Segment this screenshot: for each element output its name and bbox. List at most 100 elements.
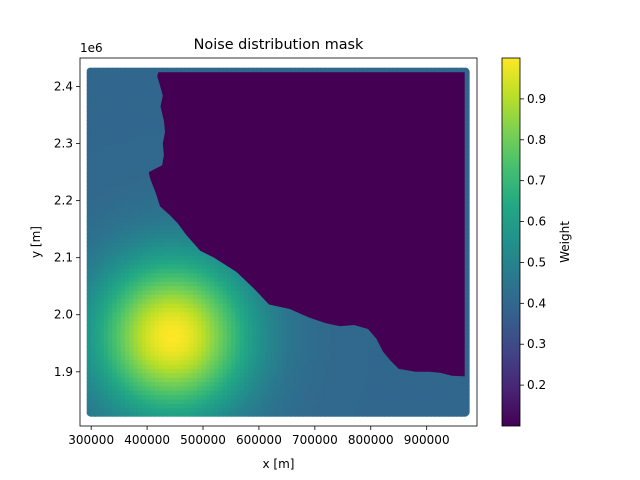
heatmap-cell: [146, 250, 152, 256]
heatmap-cell: [235, 390, 241, 396]
heatmap-cell: [137, 268, 143, 274]
heatmap-cell: [112, 316, 118, 322]
heatmap-cell: [86, 350, 92, 356]
heatmap-cell: [137, 311, 143, 317]
heatmap-cell: [388, 394, 394, 400]
heatmap-cell: [401, 407, 407, 413]
heatmap-cell: [201, 294, 207, 300]
heatmap-cell: [333, 342, 339, 348]
heatmap-cell: [171, 342, 177, 348]
heatmap-cell: [167, 307, 173, 313]
heatmap-cell: [163, 311, 169, 317]
heatmap-cell: [243, 381, 249, 387]
heatmap-cell: [90, 320, 96, 326]
heatmap-cell: [180, 316, 186, 322]
heatmap-cell: [260, 350, 266, 356]
heatmap-cell: [205, 281, 211, 287]
heatmap-cell: [107, 198, 113, 204]
heatmap-cell: [107, 215, 113, 221]
heatmap-cell: [188, 272, 194, 278]
heatmap-cell: [99, 194, 105, 200]
heatmap-cell: [197, 342, 203, 348]
heatmap-cell: [337, 324, 343, 330]
heatmap-cell: [90, 337, 96, 343]
heatmap-cell: [222, 359, 228, 365]
heatmap-cell: [103, 276, 109, 282]
heatmap-cell: [184, 390, 190, 396]
heatmap-cell: [86, 307, 92, 313]
heatmap-cell: [116, 263, 122, 269]
heatmap-cell: [86, 403, 92, 409]
heatmap-cell: [129, 281, 135, 287]
heatmap-cell: [354, 381, 360, 387]
heatmap-cell: [167, 281, 173, 287]
heatmap-cell: [112, 372, 118, 378]
heatmap-cell: [120, 398, 126, 404]
heatmap-cell: [188, 268, 194, 274]
heatmap-cell: [265, 329, 271, 335]
heatmap-cell: [452, 403, 458, 409]
heatmap-cell: [294, 350, 300, 356]
heatmap-cell: [124, 237, 130, 243]
heatmap-cell: [362, 372, 368, 378]
heatmap-cell: [201, 307, 207, 313]
heatmap-cell: [86, 359, 92, 365]
heatmap-cell: [146, 215, 152, 221]
heatmap-cell: [337, 355, 343, 361]
heatmap-cell: [154, 307, 160, 313]
heatmap-cell: [235, 403, 241, 409]
heatmap-cell: [129, 355, 135, 361]
heatmap-cell: [184, 285, 190, 291]
heatmap-cell: [239, 333, 245, 339]
heatmap-cell: [163, 381, 169, 387]
heatmap-cell: [107, 337, 113, 343]
heatmap-cell: [150, 342, 156, 348]
heatmap-cell: [320, 364, 326, 369]
heatmap-cell: [354, 390, 360, 396]
heatmap-cell: [299, 324, 305, 330]
heatmap-cell: [350, 342, 356, 348]
heatmap-cell: [129, 276, 135, 282]
heatmap-cell: [133, 233, 139, 239]
heatmap-cell: [167, 272, 173, 278]
heatmap-cell: [120, 228, 126, 234]
heatmap-cell: [146, 185, 152, 191]
heatmap-cell: [226, 359, 232, 365]
heatmap-cell: [137, 194, 143, 200]
heatmap-cell: [137, 333, 143, 339]
heatmap-cell: [273, 411, 279, 417]
heatmap-cell: [129, 316, 135, 322]
heatmap-cell: [163, 215, 169, 221]
heatmap-cell: [107, 342, 113, 348]
heatmap-cell: [184, 255, 190, 261]
heatmap-cell: [188, 259, 194, 265]
heatmap-cell: [141, 303, 147, 308]
heatmap-cell: [273, 350, 279, 356]
heatmap-cell: [384, 394, 390, 400]
heatmap-cell: [167, 298, 173, 304]
heatmap-cell: [188, 350, 194, 356]
heatmap-cell: [86, 215, 92, 221]
heatmap-cell: [112, 176, 118, 182]
heatmap-cell: [222, 316, 228, 322]
heatmap-cell: [256, 364, 262, 369]
heatmap-cell: [379, 359, 385, 365]
heatmap-cell: [116, 316, 122, 322]
heatmap-cell: [141, 307, 147, 313]
heatmap-cell: [141, 381, 147, 387]
heatmap-cell: [137, 368, 143, 374]
heatmap-cell: [222, 324, 228, 330]
heatmap-cell: [222, 285, 228, 291]
heatmap-cell: [273, 385, 279, 391]
heatmap-cell: [188, 411, 194, 417]
heatmap-cell: [456, 403, 462, 409]
heatmap-cell: [265, 324, 271, 330]
heatmap-cell: [307, 364, 313, 369]
heatmap-cell: [133, 259, 139, 265]
heatmap-cell: [184, 289, 190, 295]
heatmap-cell: [218, 364, 224, 369]
heatmap-cell: [124, 281, 130, 287]
heatmap-cell: [95, 250, 101, 256]
heatmap-cell: [265, 346, 271, 352]
heatmap-cell: [439, 377, 445, 383]
